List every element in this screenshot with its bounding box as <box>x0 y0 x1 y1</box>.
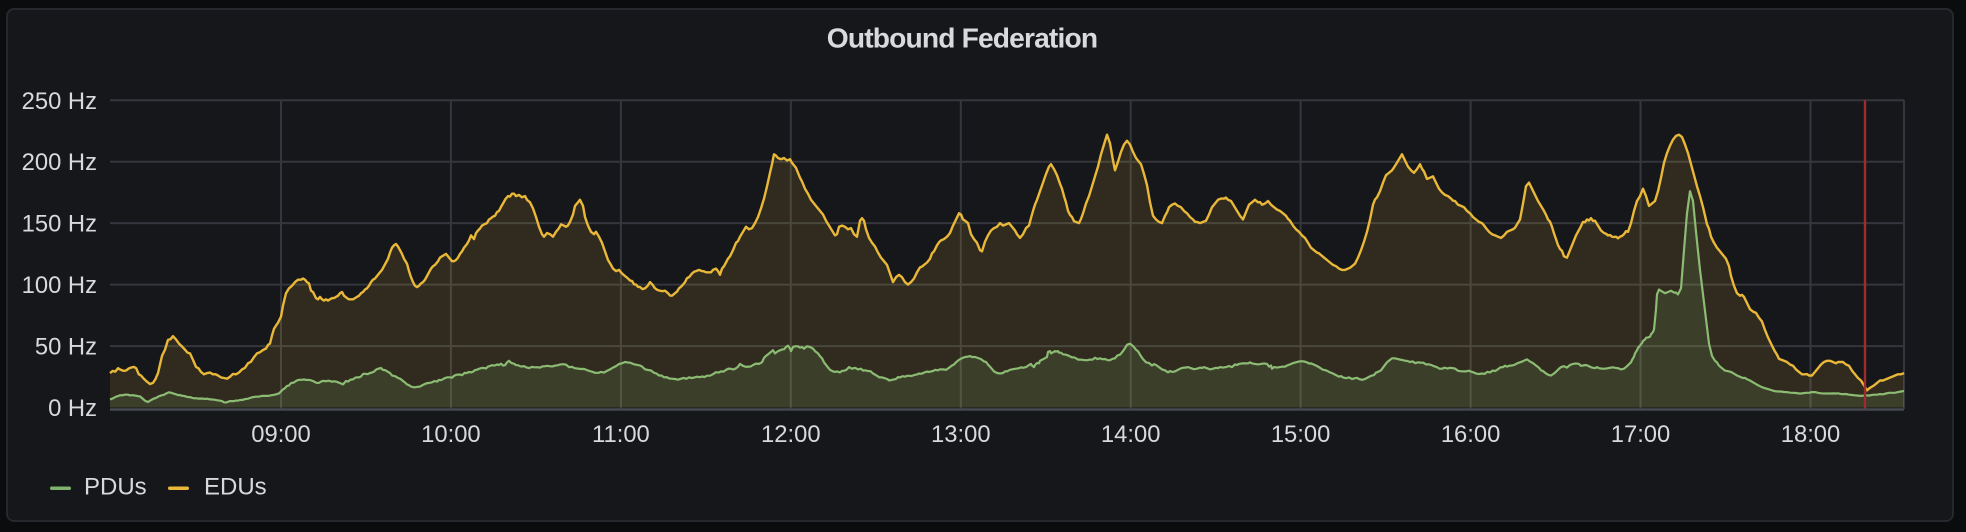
svg-text:100 Hz: 100 Hz <box>22 272 97 299</box>
svg-text:12:00: 12:00 <box>761 421 821 448</box>
svg-text:15:00: 15:00 <box>1271 421 1331 448</box>
svg-text:14:00: 14:00 <box>1101 421 1161 448</box>
svg-text:13:00: 13:00 <box>931 421 991 448</box>
svg-text:PDUs: PDUs <box>84 474 147 501</box>
svg-text:0 Hz: 0 Hz <box>48 395 97 422</box>
svg-text:10:00: 10:00 <box>421 421 481 448</box>
svg-text:250 Hz: 250 Hz <box>22 88 97 115</box>
svg-text:50 Hz: 50 Hz <box>35 334 97 361</box>
svg-text:EDUs: EDUs <box>204 474 267 501</box>
svg-text:150 Hz: 150 Hz <box>22 211 97 238</box>
svg-text:200 Hz: 200 Hz <box>22 149 97 176</box>
svg-text:17:00: 17:00 <box>1611 421 1671 448</box>
svg-text:09:00: 09:00 <box>251 421 311 448</box>
svg-text:11:00: 11:00 <box>592 421 650 448</box>
svg-text:16:00: 16:00 <box>1441 421 1501 448</box>
svg-text:18:00: 18:00 <box>1781 421 1841 448</box>
svg-text:Outbound Federation: Outbound Federation <box>827 22 1097 54</box>
